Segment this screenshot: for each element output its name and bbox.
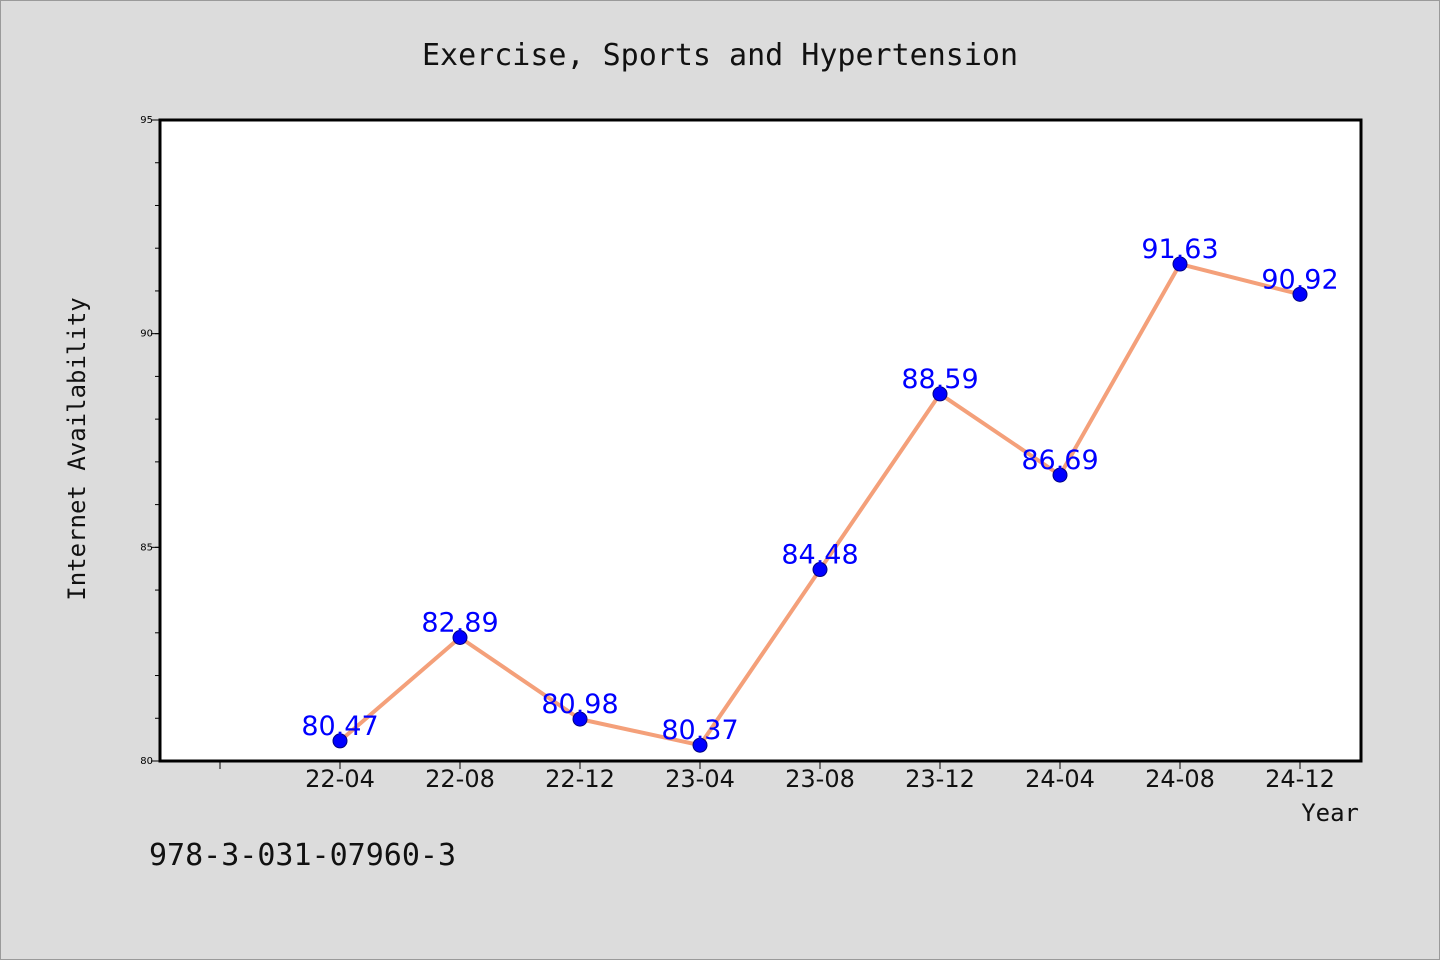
data-label: 90.92: [1261, 264, 1338, 295]
y-tick-label: 95: [140, 115, 153, 126]
x-tick-label: 22-12: [545, 765, 615, 793]
y-tick-label: 90: [140, 329, 153, 340]
chart-title: Exercise, Sports and Hypertension: [422, 38, 1018, 73]
x-axis-label: Year: [1301, 799, 1359, 827]
data-label: 80.98: [541, 689, 618, 720]
x-tick-label: 22-04: [305, 765, 375, 793]
x-tick-label: 23-12: [905, 765, 975, 793]
plot-area: [158, 118, 1363, 763]
data-point: [1292, 286, 1308, 302]
x-axis: 22-04 22-08 22-12 23-04 23-08 23-12 24-04 24-08…: [219, 761, 1335, 793]
data-point: [572, 711, 588, 727]
data-point: [932, 386, 948, 402]
x-tick-label: 24-04: [1025, 765, 1095, 793]
x-tick-label: 22-08: [425, 765, 495, 793]
data-label: 88.59: [901, 364, 978, 395]
x-tick-label: 24-12: [1265, 765, 1335, 793]
x-tick-label: 23-04: [665, 765, 735, 793]
x-tick-label: 23-08: [785, 765, 855, 793]
data-point: [692, 737, 708, 753]
y-axis: 80 85 90 95: [140, 115, 160, 767]
x-tick-label: 24-08: [1145, 765, 1215, 793]
y-axis-label: Internet Availability: [63, 297, 91, 600]
data-point: [332, 733, 348, 749]
data-label: 80.37: [661, 715, 738, 746]
data-labels: 80.47 82.89 80.98 80.37 84.48 88.59 86.69 91.63…: [301, 234, 1338, 746]
data-point: [1172, 256, 1188, 272]
data-label: 86.69: [1021, 445, 1098, 476]
data-label: 91.63: [1141, 234, 1218, 265]
data-points: [332, 256, 1308, 753]
data-label: 84.48: [781, 540, 858, 571]
data-point: [812, 562, 828, 578]
y-tick-label: 85: [140, 542, 153, 553]
data-point: [452, 630, 468, 646]
data-label: 80.47: [301, 711, 378, 742]
footer-identifier: 978-3-031-07960-3: [149, 838, 456, 873]
data-label: 82.89: [421, 608, 498, 639]
data-point: [1052, 467, 1068, 483]
y-tick-label: 80: [140, 756, 153, 767]
